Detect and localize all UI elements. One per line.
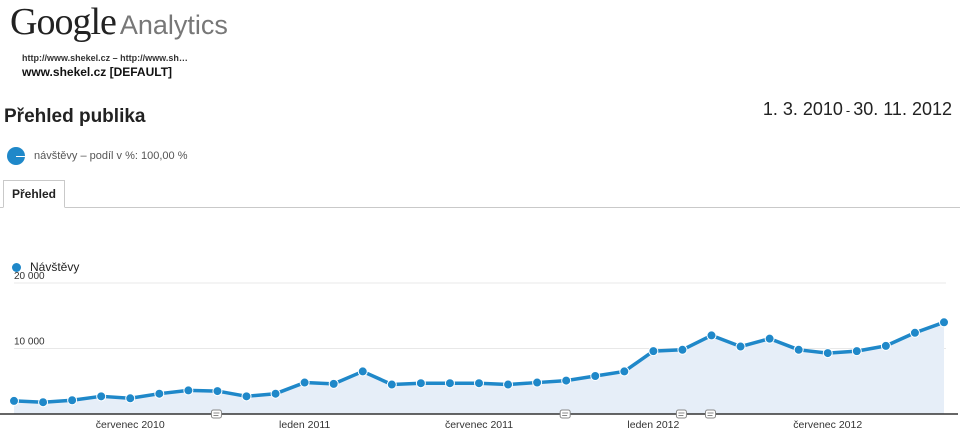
data-point[interactable] <box>590 371 601 382</box>
data-point[interactable] <box>38 397 49 408</box>
data-point[interactable] <box>270 388 281 399</box>
logo-google-text: Google <box>10 1 117 43</box>
annotation-marker-icon[interactable] <box>210 409 222 419</box>
date-range-picker[interactable]: 1. 3. 2010-30. 11. 2012 <box>763 99 952 120</box>
data-point[interactable] <box>357 366 368 377</box>
data-point[interactable] <box>386 379 397 390</box>
x-tick-label: leden 2012 <box>627 419 679 431</box>
tab-bar-divider <box>0 207 960 208</box>
x-tick-label: červenec 2010 <box>96 419 165 431</box>
data-point[interactable] <box>793 344 804 355</box>
data-point[interactable] <box>880 340 891 351</box>
pie-chart-icon <box>7 147 25 165</box>
profile-url[interactable]: http://www.shekel.cz – http://www.sh… <box>22 53 188 63</box>
legend-label: Návštěvy <box>30 260 80 274</box>
data-point[interactable] <box>677 344 688 355</box>
data-point[interactable] <box>415 378 426 389</box>
profile-name[interactable]: www.shekel.cz [DEFAULT] <box>22 65 173 79</box>
data-point[interactable] <box>183 385 194 396</box>
legend-dot-icon <box>12 262 21 272</box>
data-point[interactable] <box>212 386 223 397</box>
data-point[interactable] <box>241 391 252 402</box>
data-point[interactable] <box>851 346 862 357</box>
data-point[interactable] <box>328 378 339 389</box>
series-area <box>14 322 944 414</box>
data-point[interactable] <box>648 346 659 357</box>
data-point[interactable] <box>532 377 543 388</box>
annotation-marker-icon[interactable] <box>559 409 571 419</box>
data-point[interactable] <box>96 391 107 402</box>
data-point[interactable] <box>444 378 455 389</box>
logo-product-text: Analytics <box>119 10 228 40</box>
y-tick-label: 20 000 <box>14 271 45 282</box>
segment-label: návštěvy – podíl v %: 100,00 % <box>34 150 188 162</box>
data-point[interactable] <box>474 378 484 389</box>
data-point[interactable] <box>67 395 78 406</box>
date-start: 1. 3. 2010 <box>762 99 843 119</box>
tab-overview[interactable]: Přehled <box>3 180 65 208</box>
data-point[interactable] <box>939 317 949 328</box>
data-point[interactable] <box>706 330 717 341</box>
data-point[interactable] <box>822 348 833 359</box>
date-separator: - <box>845 103 851 118</box>
annotation-marker-icon[interactable] <box>705 409 716 419</box>
annotation-marker-icon[interactable] <box>675 409 687 419</box>
data-point[interactable] <box>735 341 746 352</box>
page-title: Přehled publika <box>4 106 146 127</box>
data-point[interactable] <box>909 327 920 338</box>
data-point[interactable] <box>154 388 165 399</box>
x-tick-label: červenec 2011 <box>445 419 513 431</box>
segment-indicator[interactable]: návštěvy – podíl v %: 100,00 % <box>7 147 187 165</box>
data-point[interactable] <box>9 395 19 406</box>
chart-legend[interactable]: Návštěvy <box>12 260 79 274</box>
x-tick-label: červenec 2012 <box>793 419 862 431</box>
google-analytics-logo[interactable]: Google Analytics <box>10 0 228 44</box>
y-tick-label: 10 000 <box>14 337 45 348</box>
data-point[interactable] <box>503 379 514 390</box>
data-point[interactable] <box>619 366 630 377</box>
data-point[interactable] <box>125 393 136 404</box>
data-point[interactable] <box>299 377 310 388</box>
data-point[interactable] <box>561 375 572 386</box>
data-point[interactable] <box>764 333 775 344</box>
date-end: 30. 11. 2012 <box>853 99 952 119</box>
x-tick-label: leden 2011 <box>279 419 330 431</box>
